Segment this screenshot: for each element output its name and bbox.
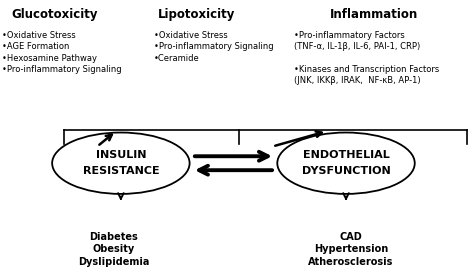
Text: DYSFUNCTION: DYSFUNCTION: [301, 166, 391, 176]
Text: Inflammation: Inflammation: [330, 8, 419, 21]
Text: INSULIN: INSULIN: [96, 150, 146, 160]
Text: Glucotoxicity: Glucotoxicity: [11, 8, 98, 21]
Text: CAD
Hypertension
Atherosclerosis: CAD Hypertension Atherosclerosis: [308, 232, 393, 267]
Text: Diabetes
Obesity
Dyslipidemia: Diabetes Obesity Dyslipidemia: [78, 232, 149, 267]
Text: •Oxidative Stress
•AGE Formation
•Hexosamine Pathway
•Pro-inflammatory Signaling: •Oxidative Stress •AGE Formation •Hexosa…: [2, 31, 122, 74]
Text: •Oxidative Stress
•Pro-inflammatory Signaling
•Ceramide: •Oxidative Stress •Pro-inflammatory Sign…: [154, 31, 273, 62]
Text: RESISTANCE: RESISTANCE: [82, 166, 159, 176]
Text: •Pro-inflammatory Factors
(TNF-α, IL-1β, IL-6, PAI-1, CRP)

•Kinases and Transcr: •Pro-inflammatory Factors (TNF-α, IL-1β,…: [294, 31, 439, 85]
Text: Lipotoxicity: Lipotoxicity: [158, 8, 236, 21]
Text: ENDOTHELIAL: ENDOTHELIAL: [302, 150, 390, 160]
